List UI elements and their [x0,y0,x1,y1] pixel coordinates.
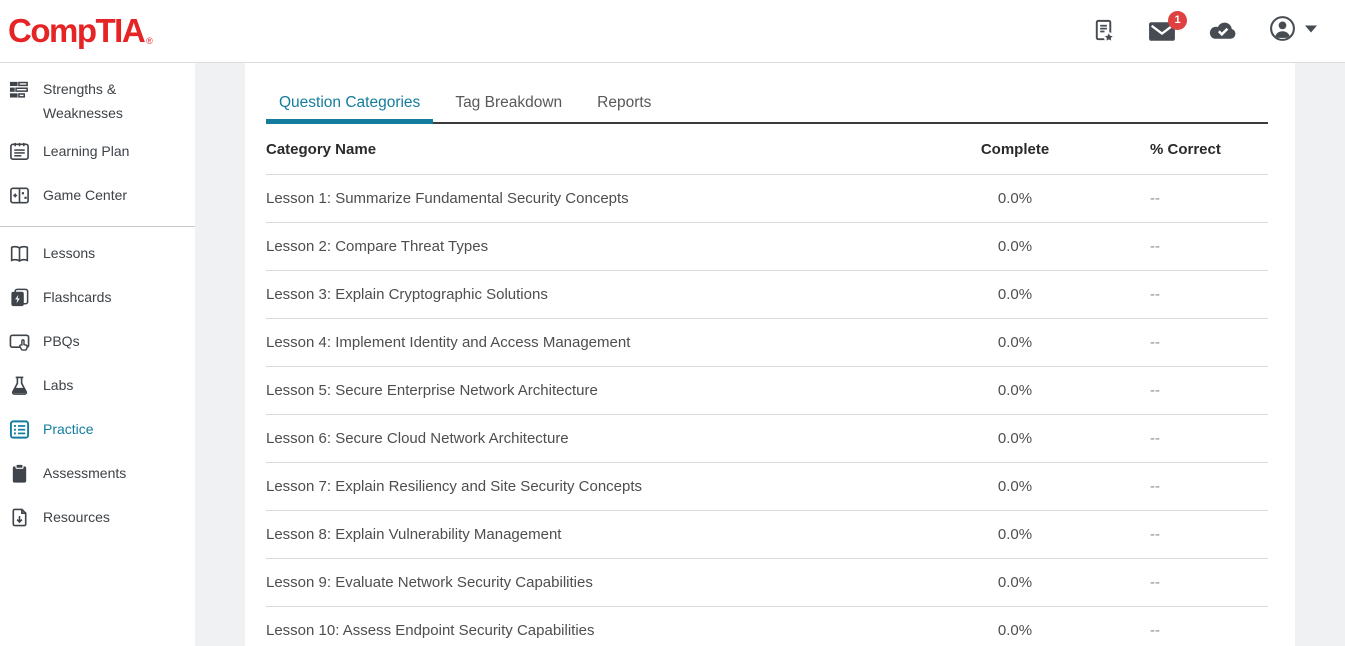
category-name-cell: Lesson 2: Compare Threat Types [266,222,930,271]
column-header-complete: Complete [930,126,1100,175]
download-document-icon [9,505,30,535]
sidebar: Strengths & Weaknesses Learning Plan [0,63,195,646]
correct-cell: -- [1100,270,1268,319]
category-name-cell: Lesson 3: Explain Cryptographic Solution… [266,270,930,319]
complete-cell: 0.0% [930,414,1100,463]
complete-cell: 0.0% [930,462,1100,511]
sidebar-item-flashcards[interactable]: Flashcards [0,278,195,322]
flashcard-bolt-icon [9,285,30,315]
complete-cell: 0.0% [930,510,1100,559]
sidebar-item-game-center[interactable]: Game Center [0,176,195,220]
category-name-cell: Lesson 9: Evaluate Network Security Capa… [266,558,930,607]
notification-badge: 1 [1168,10,1187,30]
column-header-percent-correct: % Correct [1100,126,1268,175]
header-icon-group: 1 [1091,10,1319,48]
correct-cell: -- [1100,510,1268,559]
sidebar-item-label: Resources [43,509,110,525]
logo-text: CompTIA [8,12,146,49]
complete-cell: 0.0% [930,222,1100,271]
correct-cell: -- [1100,174,1268,223]
open-book-icon [9,241,30,271]
sidebar-item-strengths-weaknesses[interactable]: Strengths & Weaknesses [0,70,195,132]
sidebar-item-label: Game Center [43,187,128,203]
sidebar-item-labs[interactable]: Labs [0,366,195,410]
avatar-icon [1268,14,1297,48]
sidebar-item-resources[interactable]: Resources [0,498,195,542]
column-header-category-name: Category Name [266,126,930,175]
category-table: Category Name Complete % Correct Lesson … [266,126,1268,646]
pbq-hand-icon [9,329,30,359]
top-header: CompTIA ® 1 [0,0,1345,63]
account-menu[interactable] [1268,14,1319,48]
sidebar-item-label: PBQs [43,333,80,349]
table-row: Lesson 8: Explain Vulnerability Manageme… [266,510,1268,559]
tab-reports[interactable]: Reports [597,94,652,111]
correct-cell: -- [1100,222,1268,271]
practice-list-icon [9,417,30,447]
sidebar-item-assessments[interactable]: Assessments [0,454,195,498]
sidebar-item-practice[interactable]: Practice [0,410,195,454]
clipboard-icon [9,461,30,491]
complete-cell: 0.0% [930,174,1100,223]
main-panel: Question Categories Tag Breakdown Report… [245,63,1295,646]
sidebar-item-pbqs[interactable]: PBQs [0,322,195,366]
strengths-bars-icon [9,77,30,107]
complete-cell: 0.0% [930,270,1100,319]
sidebar-divider [0,226,195,227]
category-name-cell: Lesson 5: Secure Enterprise Network Arch… [266,366,930,415]
category-name-cell: Lesson 4: Implement Identity and Access … [266,318,930,367]
registered-mark: ® [146,36,153,46]
table-row: Lesson 1: Summarize Fundamental Security… [266,174,1268,223]
sidebar-item-label: Assessments [43,465,127,481]
category-name-cell: Lesson 7: Explain Resiliency and Site Se… [266,462,930,511]
sidebar-item-label: Flashcards [43,289,112,305]
complete-cell: 0.0% [930,558,1100,607]
table-header-row: Category Name Complete % Correct [266,126,1268,175]
body: Strengths & Weaknesses Learning Plan [0,63,1345,646]
correct-cell: -- [1100,558,1268,607]
table-row: Lesson 6: Secure Cloud Network Architect… [266,414,1268,463]
table-row: Lesson 4: Implement Identity and Access … [266,318,1268,367]
comptia-logo[interactable]: CompTIA ® [8,12,153,50]
complete-cell: 0.0% [930,366,1100,415]
chevron-down-icon [1303,22,1319,40]
table-row: Lesson 7: Explain Resiliency and Site Se… [266,462,1268,511]
tab-tag-breakdown[interactable]: Tag Breakdown [455,94,563,111]
sidebar-item-label: Lessons [43,245,96,261]
sidebar-item-label: Learning Plan [43,143,130,159]
sidebar-item-lessons[interactable]: Lessons [0,234,195,278]
category-name-cell: Lesson 1: Summarize Fundamental Security… [266,174,930,223]
complete-cell: 0.0% [930,606,1100,646]
cloud-sync-icon[interactable] [1207,18,1239,45]
notebook-icon [9,139,30,169]
table-row: Lesson 10: Assess Endpoint Security Capa… [266,606,1268,646]
sidebar-item-label: Labs [43,377,74,393]
sidebar-item-learning-plan[interactable]: Learning Plan [0,132,195,176]
correct-cell: -- [1100,318,1268,367]
correct-cell: -- [1100,366,1268,415]
table-row: Lesson 9: Evaluate Network Security Capa… [266,558,1268,607]
category-name-cell: Lesson 10: Assess Endpoint Security Capa… [266,606,930,646]
tab-bar: Question Categories Tag Breakdown Report… [266,88,1268,124]
correct-cell: -- [1100,414,1268,463]
category-name-cell: Lesson 6: Secure Cloud Network Architect… [266,414,930,463]
category-name-cell: Lesson 8: Explain Vulnerability Manageme… [266,510,930,559]
correct-cell: -- [1100,606,1268,646]
flask-icon [9,373,30,403]
complete-cell: 0.0% [930,318,1100,367]
sidebar-item-label: Practice [43,421,94,437]
score-report-icon[interactable] [1091,18,1118,45]
game-dice-icon [9,183,30,213]
correct-cell: -- [1100,462,1268,511]
table-row: Lesson 2: Compare Threat Types 0.0% -- [266,222,1268,271]
messages-icon[interactable]: 1 [1147,10,1187,45]
tab-question-categories[interactable]: Question Categories [266,88,434,124]
table-row: Lesson 3: Explain Cryptographic Solution… [266,270,1268,319]
sidebar-item-label: Strengths & Weaknesses [43,81,123,121]
table-row: Lesson 5: Secure Enterprise Network Arch… [266,366,1268,415]
